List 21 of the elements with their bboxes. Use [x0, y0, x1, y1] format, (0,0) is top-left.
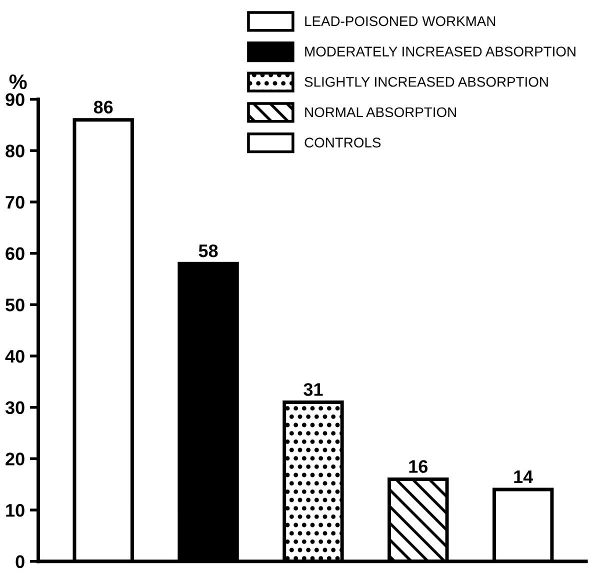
data-label: 31	[304, 383, 323, 396]
y-tick-label: 10	[6, 504, 24, 517]
data-label: 16	[409, 460, 428, 473]
legend-label: CONTROLS	[304, 138, 381, 148]
y-tick-label: 30	[5, 401, 24, 414]
y-tick-label: 0	[16, 555, 24, 568]
data-label: 14	[514, 470, 534, 483]
y-tick-label: 60	[6, 247, 24, 260]
y-tick-label: 20	[6, 452, 24, 466]
y-tick-label: 90	[6, 93, 24, 106]
legend-label: LEAD-POISONED WORKMAN	[305, 16, 496, 26]
y-tick-label: 70	[6, 196, 24, 209]
data-label: 86	[94, 100, 113, 114]
legend-label: SLIGHTLY INCREASED ABSORPTION	[304, 76, 548, 87]
y-tick-label: 40	[5, 350, 24, 363]
legend-label: MODERATELY INCREASED ABSORPTION	[305, 46, 576, 56]
y-axis-title: %	[9, 74, 27, 90]
y-tick-label: 80	[6, 144, 24, 158]
legend-label: NORMAL ABSORPTION	[305, 107, 456, 118]
data-label: 58	[198, 244, 218, 258]
y-tick-label: 50	[6, 298, 24, 312]
